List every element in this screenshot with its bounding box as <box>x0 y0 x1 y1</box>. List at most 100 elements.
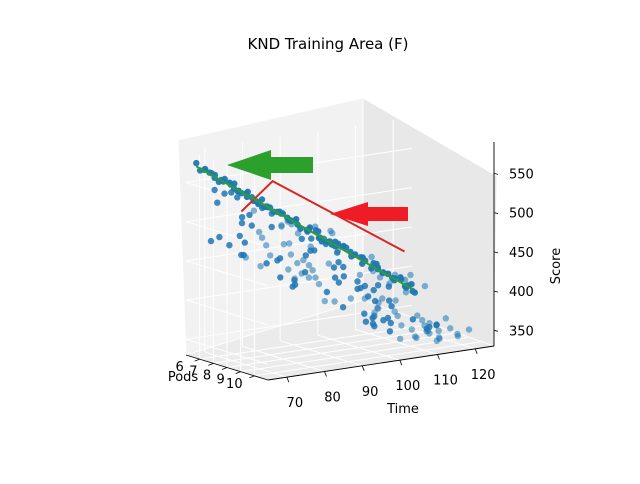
tick-mark <box>287 377 289 382</box>
data-point <box>322 298 328 304</box>
data-point <box>398 322 404 328</box>
data-point <box>239 220 245 226</box>
data-point <box>426 324 432 330</box>
data-point <box>290 283 296 289</box>
data-point <box>340 264 346 270</box>
data-point <box>299 236 305 242</box>
data-point <box>234 194 240 200</box>
data-point <box>414 312 420 318</box>
x-tick-label: 110 <box>433 374 458 389</box>
data-point <box>277 274 283 280</box>
data-point <box>331 298 337 304</box>
x-tick-label: 90 <box>362 385 379 400</box>
data-point <box>331 264 337 270</box>
data-point <box>208 238 214 244</box>
data-point <box>402 277 408 283</box>
tick-mark <box>438 355 440 360</box>
data-point <box>295 230 301 236</box>
data-point <box>216 234 222 240</box>
data-point <box>278 222 284 228</box>
data-point <box>387 328 393 334</box>
data-point <box>388 303 394 309</box>
data-point <box>409 326 415 332</box>
x-tick-label: 100 <box>395 379 420 394</box>
data-point <box>365 293 371 299</box>
z-axis-label: Score <box>549 248 564 284</box>
data-point <box>361 311 367 317</box>
data-point <box>307 248 313 254</box>
data-point <box>312 274 318 280</box>
data-point <box>386 280 392 286</box>
data-point <box>407 272 413 278</box>
data-point <box>363 319 369 325</box>
tick-mark <box>475 349 477 354</box>
data-point <box>308 235 314 241</box>
data-point <box>267 252 273 258</box>
data-point <box>242 239 248 245</box>
data-point <box>335 259 341 265</box>
data-point <box>340 304 346 310</box>
data-point <box>403 289 409 295</box>
data-point <box>357 272 363 278</box>
data-point <box>269 224 275 230</box>
data-point <box>371 323 377 329</box>
tick-mark <box>208 363 213 365</box>
tick-mark <box>195 359 200 361</box>
data-point <box>371 313 377 319</box>
data-point <box>348 295 354 301</box>
tick-mark <box>222 368 227 370</box>
data-point <box>257 263 263 269</box>
data-point <box>285 266 291 272</box>
y-axis-label: Pods <box>168 370 199 385</box>
data-point <box>249 222 255 228</box>
data-point <box>433 322 439 328</box>
data-point <box>303 252 309 258</box>
data-point <box>237 233 243 239</box>
z-tick-label: 350 <box>509 324 534 339</box>
data-point <box>251 208 257 214</box>
y-tick-label: 8 <box>203 369 211 384</box>
data-point <box>259 235 265 241</box>
chart-title: KND Training Area (F) <box>248 35 409 53</box>
data-point <box>412 289 418 295</box>
data-point <box>419 317 425 323</box>
data-point <box>306 262 312 268</box>
data-point <box>286 240 292 246</box>
z-tick-label: 450 <box>509 246 534 261</box>
tick-mark <box>249 376 254 378</box>
data-point <box>306 274 312 280</box>
data-point <box>397 336 403 342</box>
data-point <box>392 297 398 303</box>
data-point <box>281 241 287 247</box>
data-point <box>413 335 419 341</box>
data-point <box>263 242 269 248</box>
z-tick-labels: 350 400 450 500 550 <box>509 167 534 339</box>
data-point <box>312 223 318 229</box>
data-point <box>436 336 442 342</box>
data-point <box>324 289 330 295</box>
data-point <box>214 200 220 206</box>
data-point <box>435 328 441 334</box>
data-point <box>392 308 398 314</box>
data-point <box>211 187 217 193</box>
data-point <box>226 242 232 248</box>
data-point <box>294 260 300 266</box>
data-point <box>375 282 381 288</box>
data-point <box>386 297 392 303</box>
y-tick-label: 9 <box>217 373 225 388</box>
data-point <box>292 275 298 281</box>
data-point <box>326 260 332 266</box>
data-point <box>341 273 347 279</box>
x-tick-label: 70 <box>287 396 304 411</box>
y-tick-label: 10 <box>226 377 243 392</box>
data-point <box>388 320 394 326</box>
x-tick-label: 120 <box>471 368 496 383</box>
tick-mark <box>400 360 402 365</box>
data-point <box>379 295 385 301</box>
data-point <box>443 315 449 321</box>
data-point <box>302 269 308 275</box>
data-point <box>422 283 428 289</box>
x-tick-label: 80 <box>324 391 341 406</box>
